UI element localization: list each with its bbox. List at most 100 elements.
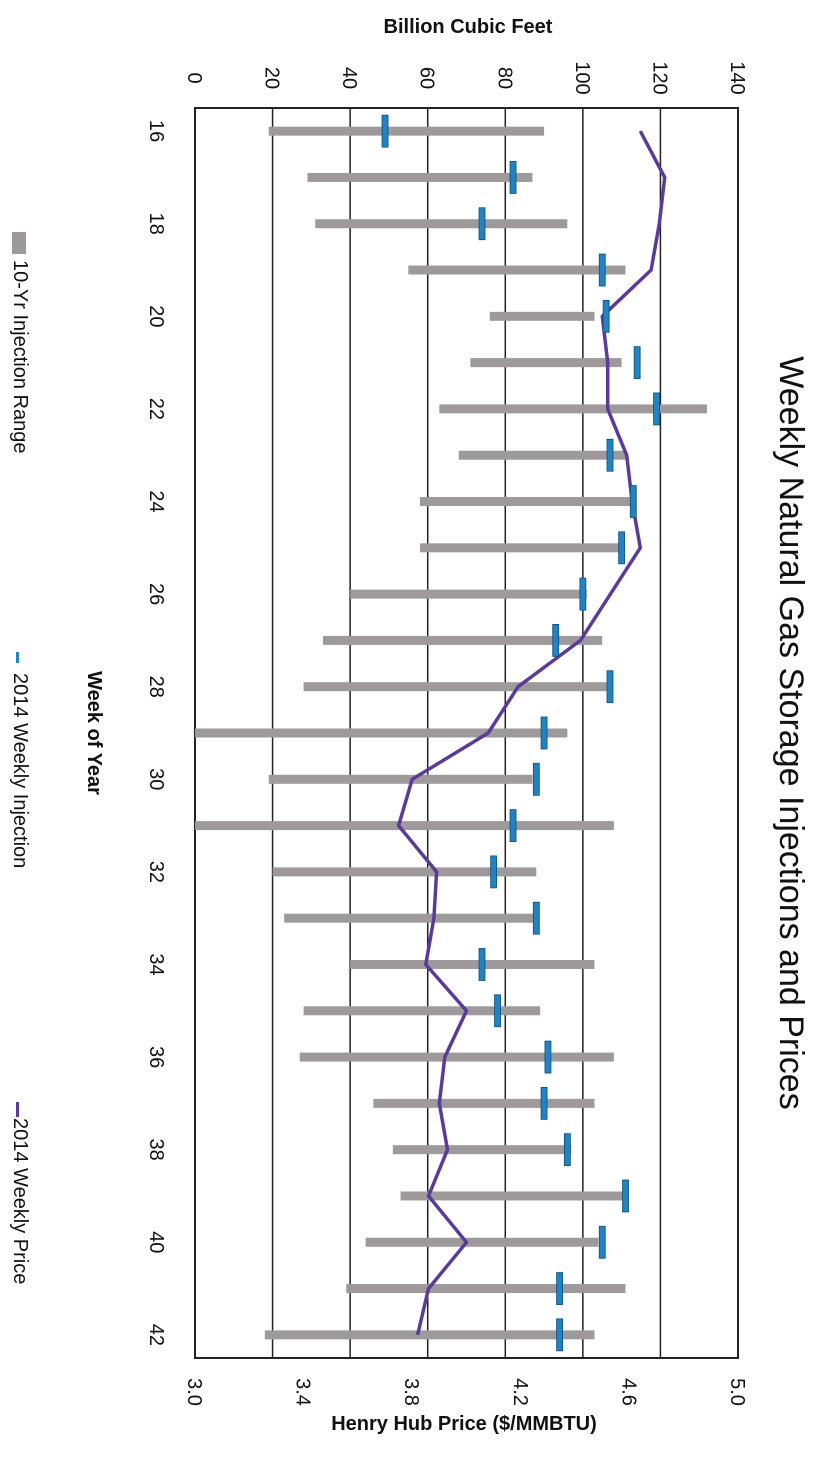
legend-price-swatch <box>16 1102 19 1117</box>
range-bar <box>439 404 707 414</box>
injection-marker <box>606 438 614 472</box>
range-bar <box>195 728 568 738</box>
range-bar <box>195 821 614 831</box>
y-axis-title: Billion Cubic Feet <box>384 16 553 38</box>
x-tick-label: 40 <box>145 1231 167 1253</box>
injection-markers <box>381 114 660 1352</box>
y-tick-label: 0 <box>183 72 205 83</box>
range-bar <box>408 265 626 275</box>
range-bars <box>195 126 707 1340</box>
range-bar <box>303 1006 541 1016</box>
tick-labels: 0 20 40 60 80 100 120 140 3.0 3.4 3.8 4.2 4.6 5.0 16 18… <box>145 61 748 1406</box>
range-bar <box>365 1237 599 1247</box>
y-tick-label: 20 <box>261 67 283 89</box>
range-bar <box>350 589 587 599</box>
y2-tick-label: 3.0 <box>183 1378 205 1406</box>
injection-marker <box>478 207 486 241</box>
injection-marker <box>381 114 389 148</box>
y2-tick-label: 3.4 <box>292 1378 314 1406</box>
y2-tick-label: 3.8 <box>400 1378 422 1406</box>
x-tick-label: 38 <box>145 1139 167 1161</box>
range-bar <box>299 1052 614 1062</box>
y-tick-label: 80 <box>493 67 515 89</box>
injection-marker <box>532 901 540 935</box>
injection-marker <box>618 531 626 565</box>
legend-injection-swatch <box>16 652 19 663</box>
y2-tick-label: 4.6 <box>617 1378 639 1406</box>
range-bar <box>392 1145 572 1155</box>
injection-marker <box>478 948 486 981</box>
x-tick-label: 22 <box>145 398 167 420</box>
range-bar <box>284 913 537 923</box>
range-bar <box>458 450 626 460</box>
legend-item-range: 10-Yr Injection Range <box>9 232 31 453</box>
injection-marker <box>540 716 548 750</box>
injection-marker <box>602 299 610 333</box>
range-bar <box>350 959 595 969</box>
range-bar <box>322 635 603 645</box>
legend-range-label: 10-Yr Injection Range <box>9 260 31 453</box>
range-bar <box>268 774 533 784</box>
legend-item-injection: 2014 Weekly Injection <box>9 652 31 868</box>
range-bar <box>315 219 568 229</box>
injection-marker <box>509 161 517 194</box>
plot-root: 0 20 40 60 80 100 120 140 3.0 3.4 3.8 4.2 4.6 5.0 16 18… <box>145 61 748 1406</box>
y-tick-label: 40 <box>338 67 360 89</box>
x-tick-label: 30 <box>145 768 167 790</box>
injection-marker <box>622 1179 629 1213</box>
y-tick-label: 60 <box>416 67 438 89</box>
range-bar <box>489 311 595 321</box>
range-bar <box>346 1284 626 1294</box>
range-bar <box>373 1098 595 1108</box>
range-bar <box>272 867 537 877</box>
injection-marker <box>532 762 540 796</box>
range-bar <box>400 1191 626 1201</box>
legend-item-price: 2014 Weekly Price <box>9 1102 31 1284</box>
injection-marker <box>653 392 660 426</box>
x-tick-label: 16 <box>145 120 167 142</box>
range-bar <box>264 1330 595 1340</box>
x-tick-label: 32 <box>145 861 167 883</box>
x-axis-title: Week of Year <box>83 671 105 795</box>
chart-title: Weekly Natural Gas Storage Injections an… <box>772 356 810 1109</box>
x-tick-label: 24 <box>145 490 167 512</box>
legend-range-swatch <box>12 232 26 254</box>
injection-marker <box>552 624 560 657</box>
y2-tick-label: 5.0 <box>726 1378 748 1406</box>
y2-tick-label: 4.2 <box>509 1378 531 1406</box>
range-bar <box>470 358 622 368</box>
x-tick-label: 26 <box>145 583 167 605</box>
x-tick-label: 18 <box>145 213 167 235</box>
range-bar <box>419 543 622 553</box>
y-tick-label: 120 <box>648 61 670 94</box>
injection-marker <box>563 1133 571 1167</box>
x-tick-label: 36 <box>145 1046 167 1068</box>
injection-marker <box>633 346 641 380</box>
y2-axis-title: Henry Hub Price ($/MMBTU) <box>331 1413 597 1435</box>
x-tick-label: 20 <box>145 305 167 327</box>
injection-marker <box>598 253 606 287</box>
x-tick-label: 28 <box>145 676 167 698</box>
injection-marker <box>490 855 498 889</box>
range-bar <box>303 682 611 692</box>
injection-marker <box>544 1040 552 1074</box>
range-bar <box>268 126 545 136</box>
y-tick-label: 100 <box>571 61 593 94</box>
injection-marker <box>556 1318 563 1352</box>
legend: 10-Yr Injection Range 2014 Weekly Inject… <box>9 232 31 1284</box>
injection-marker <box>606 670 614 704</box>
x-tick-label: 34 <box>145 953 167 975</box>
injection-marker <box>509 809 517 842</box>
range-bar <box>307 172 533 182</box>
injection-marker <box>629 485 637 518</box>
injection-marker <box>598 1225 606 1259</box>
y-tick-label: 140 <box>726 61 748 94</box>
legend-price-label: 2014 Weekly Price <box>9 1118 31 1284</box>
injection-marker <box>540 1086 548 1120</box>
injection-marker <box>579 577 587 611</box>
range-bar <box>419 497 634 507</box>
injection-marker <box>556 1272 563 1305</box>
x-tick-label: 42 <box>145 1324 167 1346</box>
injection-marker <box>494 994 501 1028</box>
